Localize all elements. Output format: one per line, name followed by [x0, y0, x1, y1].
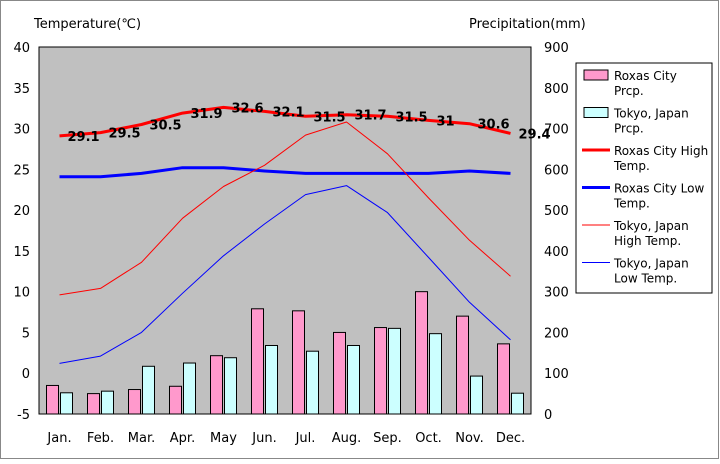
- data-label: 30.6: [478, 118, 510, 133]
- x-tick-label: Oct.: [415, 431, 442, 446]
- precip-bar: [210, 355, 223, 415]
- precip-bar: [333, 331, 346, 415]
- x-tick-label: Nov.: [455, 431, 484, 446]
- temperature-line: [59, 105, 511, 138]
- data-label: 31.5: [396, 110, 428, 125]
- legend-label: Prcp.: [614, 84, 644, 98]
- x-tick-label: Jun.: [251, 431, 276, 446]
- precip-bar: [142, 365, 155, 415]
- legend-label: Tokyo, Japan: [613, 107, 689, 121]
- bar-series-group: [46, 291, 524, 415]
- temperature-line: [59, 121, 511, 296]
- legend-label: Temp.: [613, 197, 650, 211]
- y-tick-label: 0: [22, 367, 30, 382]
- precip-bar: [128, 389, 141, 415]
- y2-axis: 0 100 200 300 400 500 600 700 800 900: [544, 41, 569, 423]
- data-label: 32.6: [232, 101, 264, 116]
- legend-swatch: [583, 69, 609, 81]
- y2-tick-label: 600: [544, 163, 569, 178]
- precip-bar: [60, 392, 73, 415]
- x-tick-label: Jan.: [46, 431, 71, 446]
- y2-tick-label: 900: [544, 41, 569, 56]
- y2-axis-title: Precipitation(mm): [469, 17, 586, 32]
- y-tick-label: 40: [13, 41, 30, 56]
- y-axis: -5 0 5 10 15 20 25 30 35 40: [13, 41, 30, 423]
- x-tick-label: Sep.: [373, 431, 402, 446]
- legend-label: High Temp.: [614, 234, 681, 248]
- y2-tick-label: 700: [544, 123, 569, 138]
- x-tick-label: May: [210, 431, 237, 446]
- legend-label: Tokyo, Japan: [613, 219, 689, 233]
- y-tick-label: 35: [13, 82, 30, 97]
- y2-tick-label: 500: [544, 204, 569, 219]
- x-tick-label: Mar.: [128, 431, 155, 446]
- y-tick-label: 15: [13, 245, 30, 260]
- legend-label: Roxas City Low: [614, 182, 704, 196]
- x-tick-label: Apr.: [170, 431, 195, 446]
- data-label: 29.4: [519, 127, 551, 142]
- x-tick-label: Jul.: [295, 431, 316, 446]
- precip-bar: [429, 333, 442, 415]
- y2-tick-label: 800: [544, 82, 569, 97]
- precip-bar: [306, 350, 319, 415]
- y2-tick-label: 0: [544, 408, 552, 423]
- precip-bar: [46, 384, 59, 415]
- precip-bar: [183, 362, 196, 415]
- y-tick-label: 5: [22, 326, 30, 341]
- precip-bar: [224, 357, 237, 415]
- precip-bar: [374, 327, 387, 415]
- precip-bar: [101, 390, 114, 415]
- precip-bar: [292, 310, 305, 415]
- precip-bar: [87, 393, 100, 415]
- precip-bar: [347, 344, 360, 415]
- precip-bar: [169, 385, 182, 415]
- plot-area: [38, 46, 532, 415]
- y-tick-label: 25: [13, 163, 30, 178]
- precip-bar: [388, 327, 401, 415]
- temperature-line: [59, 166, 511, 179]
- data-label: 29.5: [109, 127, 141, 142]
- y2-tick-label: 100: [544, 367, 569, 382]
- legend-label: Roxas City: [614, 69, 677, 83]
- line-series-group: [59, 105, 511, 364]
- data-labels-group: 29.1 29.5 30.5 31.9 32.6 32.1 31.5 31.7 31.5 31 30…: [68, 101, 551, 145]
- y-tick-label: 10: [13, 286, 30, 301]
- x-axis: Jan. Feb. Mar. Apr. May Jun. Jul. Aug. Sep. Oct. N…: [46, 431, 525, 446]
- legend-label: Roxas City High: [614, 144, 708, 158]
- y-tick-label: 30: [13, 123, 30, 138]
- data-label: 31: [437, 114, 455, 129]
- data-label: 30.5: [150, 118, 182, 133]
- data-label: 31.5: [314, 110, 346, 125]
- data-label: 29.1: [68, 130, 100, 145]
- x-tick-label: Dec.: [496, 431, 525, 446]
- x-tick-label: Aug.: [332, 431, 362, 446]
- y-axis-title: Temperature(℃): [33, 17, 141, 32]
- legend-label: Low Temp.: [614, 272, 677, 286]
- y2-tick-label: 300: [544, 286, 569, 301]
- data-label: 31.7: [355, 109, 387, 124]
- legend-label: Tokyo, Japan: [613, 257, 689, 271]
- precip-bar: [456, 315, 469, 415]
- precip-bar: [415, 291, 428, 415]
- precip-bar: [470, 375, 483, 415]
- precip-bar: [251, 308, 264, 415]
- legend-swatch: [583, 107, 609, 118]
- y-tick-label: 20: [13, 204, 30, 219]
- legend-label: Temp.: [613, 159, 650, 173]
- y-tick-label: -5: [17, 408, 30, 423]
- legend-label: Prcp.: [614, 122, 644, 136]
- x-tick-label: Feb.: [87, 431, 114, 446]
- precip-bar: [497, 343, 510, 415]
- legend-box: [575, 62, 713, 294]
- precip-bar: [511, 392, 524, 415]
- data-label: 32.1: [273, 105, 305, 120]
- data-label: 31.9: [191, 107, 223, 122]
- temperature-line: [59, 185, 511, 364]
- y2-tick-label: 200: [544, 326, 569, 341]
- precip-bar: [265, 344, 278, 415]
- y2-tick-label: 400: [544, 245, 569, 260]
